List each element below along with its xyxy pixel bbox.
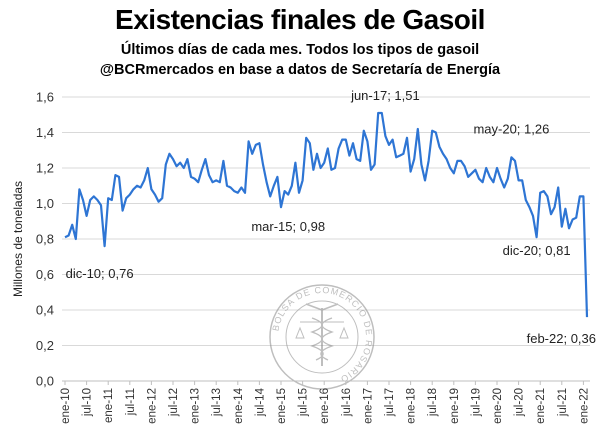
x-tick-label: ene-15 [276, 388, 288, 424]
x-tick-label: ene-17 [362, 388, 374, 424]
x-tick-label: ene-11 [103, 388, 115, 423]
y-tick-label: 0,4 [36, 303, 54, 318]
x-tick-label: ene-22 [578, 388, 590, 424]
x-tick-label: jul-12 [168, 388, 180, 417]
x-tick-label: jul-16 [341, 388, 353, 417]
chart-source: @BCRmercados en base a datos de Secretar… [99, 62, 501, 78]
x-tick-label: ene-20 [492, 388, 504, 424]
x-tick-label: ene-19 [449, 388, 461, 424]
x-axis-ticks: ene-10 jul-10 ene-11 jul-11 ene-12 jul-12 ene-… [60, 381, 590, 424]
x-tick-label: ene-21 [535, 388, 547, 424]
y-tick-label: 0,6 [36, 267, 54, 282]
chart-title: Existencias finales de Gasoil [115, 4, 485, 35]
x-tick-label: jul-21 [557, 388, 569, 417]
x-tick-label: jul-13 [211, 388, 223, 417]
x-tick-label: jul-17 [384, 388, 396, 417]
y-tick-label: 1,6 [36, 90, 54, 105]
y-tick-label: 1,2 [36, 161, 54, 176]
y-tick-label: 1,0 [36, 196, 54, 211]
y-axis-ticks: 0,0 0,2 0,4 0,6 0,8 1,0 1,2 1,4 1,6 [36, 90, 54, 389]
y-tick-label: 0,2 [36, 338, 54, 353]
x-tick-label: ene-16 [319, 388, 331, 424]
x-tick-label: jul-19 [470, 388, 482, 417]
data-annotation: feb-22; 0,36 [527, 331, 596, 346]
y-tick-label: 0,0 [36, 374, 54, 389]
data-annotation: may-20; 1,26 [473, 121, 549, 136]
chart-subtitle: Últimos días de cada mes. Todos los tipo… [120, 42, 480, 58]
grid-lines [62, 96, 590, 346]
x-tick-label: ene-14 [233, 387, 245, 423]
x-tick-label: ene-18 [406, 388, 418, 424]
x-tick-label: jul-15 [298, 388, 310, 417]
y-tick-label: 0,8 [36, 232, 54, 247]
x-tick-label: jul-10 [82, 388, 94, 417]
caduceus-seal-icon: BOLSA DE COMERCIO DE ROSARIO [269, 284, 375, 390]
x-tick-label: jul-18 [427, 388, 439, 417]
x-tick-label: ene-10 [60, 388, 72, 424]
y-axis-label: Millones de toneladas [11, 181, 25, 297]
x-tick-label: jul-20 [514, 388, 526, 417]
x-tick-label: ene-12 [146, 388, 158, 424]
x-tick-label: jul-14 [254, 387, 266, 417]
x-tick-label: ene-13 [190, 388, 202, 424]
data-annotation: dic-20; 0,81 [503, 243, 571, 258]
x-tick-label: jul-11 [125, 388, 137, 416]
data-annotation: mar-15; 0,98 [251, 219, 325, 234]
data-annotation: jun-17; 1,51 [350, 88, 420, 103]
series-line [64, 111, 589, 318]
y-tick-label: 1,4 [36, 125, 54, 140]
data-annotation: dic-10; 0,76 [66, 266, 134, 281]
data-annotations: dic-10; 0,76 mar-15; 0,98 jun-17; 1,51 may-… [66, 88, 596, 346]
